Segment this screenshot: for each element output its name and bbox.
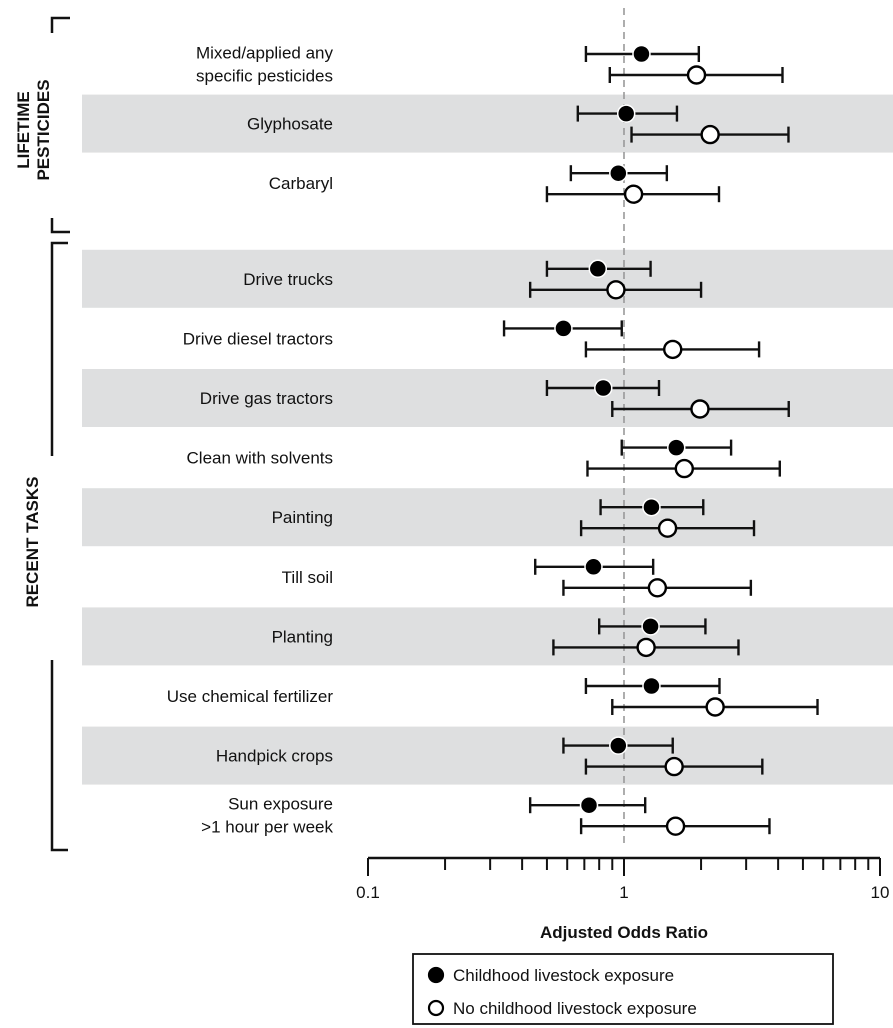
row-label-7: Painting bbox=[272, 508, 333, 527]
bracket-lifetime-pesticides-bottom bbox=[50, 218, 70, 234]
mark-row-12-series-0 bbox=[528, 795, 647, 815]
bracket-recent-tasks-top bbox=[50, 241, 68, 456]
point-row-4-series-1 bbox=[663, 339, 683, 360]
row-label-4: Drive diesel tractors bbox=[183, 329, 333, 348]
point-row-6-series-0 bbox=[667, 438, 686, 457]
group-label-lifetime-pesticides: LIFETIMEPESTICIDES bbox=[14, 79, 53, 180]
legend-label-series-1: No childhood livestock exposure bbox=[453, 999, 697, 1018]
point-row-5-series-0 bbox=[594, 378, 613, 398]
data-marks bbox=[502, 44, 819, 836]
point-row-1-series-0 bbox=[616, 104, 636, 123]
mark-row-2-series-0 bbox=[569, 163, 669, 183]
point-row-2-series-0 bbox=[609, 163, 628, 183]
row-label-12-line-0: Sun exposure bbox=[228, 795, 333, 814]
row-label-2: Carbaryl bbox=[269, 174, 333, 193]
x-axis-title: Adjusted Odds Ratio bbox=[540, 923, 708, 942]
group-brackets bbox=[50, 16, 70, 852]
row-label-10: Use chemical fertilizer bbox=[167, 687, 334, 706]
mark-row-9-series-0 bbox=[597, 617, 707, 636]
point-row-7-series-0 bbox=[642, 497, 661, 517]
row-band-5 bbox=[82, 369, 893, 427]
mark-row-11-series-0 bbox=[562, 736, 674, 755]
row-label-11: Handpick crops bbox=[216, 747, 333, 766]
group-label-lifetime-pesticides-line-1: PESTICIDES bbox=[34, 79, 53, 180]
x-axis: 0.1 1 10 bbox=[356, 856, 890, 902]
point-row-1-series-1 bbox=[700, 124, 720, 145]
row-label-3: Drive trucks bbox=[243, 270, 333, 289]
mark-row-6-series-1 bbox=[586, 458, 781, 479]
mark-row-5-series-0 bbox=[545, 378, 661, 398]
row-label-8: Till soil bbox=[282, 568, 333, 587]
group-labels: LIFETIMEPESTICIDES RECENT TASKS bbox=[14, 79, 53, 607]
mark-row-3-series-1 bbox=[528, 280, 703, 300]
mark-row-4-series-0 bbox=[502, 319, 623, 338]
x-tick-label-10: 10 bbox=[871, 883, 890, 902]
mark-row-1-series-1 bbox=[630, 124, 790, 145]
point-row-8-series-1 bbox=[647, 578, 668, 598]
legend-marker-series-0 bbox=[427, 966, 445, 984]
mark-row-11-series-1 bbox=[584, 756, 764, 777]
bracket-lifetime-pesticides-top bbox=[50, 16, 70, 33]
group-label-lifetime-pesticides-line-0: LIFETIME bbox=[14, 91, 33, 168]
mark-row-0-series-0 bbox=[584, 44, 701, 64]
mark-row-4-series-1 bbox=[584, 339, 761, 360]
mark-row-3-series-0 bbox=[545, 259, 652, 279]
row-band-3 bbox=[82, 249, 893, 308]
point-row-10-series-1 bbox=[705, 697, 725, 717]
point-row-5-series-1 bbox=[690, 399, 710, 419]
row-labels: Mixed/applied any specific pesticides Glyp… bbox=[167, 44, 334, 837]
row-label-6: Clean with solvents bbox=[187, 449, 333, 468]
row-label-5: Drive gas tractors bbox=[200, 389, 333, 408]
legend: Childhood livestock exposure No childhood… bbox=[412, 953, 834, 1025]
point-row-11-series-0 bbox=[609, 736, 628, 755]
point-row-7-series-1 bbox=[657, 518, 678, 538]
mark-row-7-series-1 bbox=[579, 518, 756, 538]
point-row-3-series-0 bbox=[588, 259, 608, 279]
row-label-9: Planting bbox=[272, 627, 333, 646]
row-label-0-line-0: Mixed/applied any bbox=[196, 44, 334, 63]
mark-row-1-series-0 bbox=[576, 104, 679, 123]
mark-row-6-series-0 bbox=[620, 438, 733, 457]
mark-row-5-series-1 bbox=[611, 399, 790, 419]
point-row-6-series-1 bbox=[674, 458, 694, 479]
point-row-2-series-1 bbox=[623, 184, 644, 204]
point-row-8-series-0 bbox=[584, 557, 603, 577]
point-row-9-series-1 bbox=[636, 637, 656, 658]
group-label-recent-tasks: RECENT TASKS bbox=[23, 477, 42, 608]
mark-row-12-series-1 bbox=[579, 816, 771, 836]
row-band-9 bbox=[82, 607, 893, 666]
row-bands bbox=[82, 94, 893, 785]
row-band-7 bbox=[82, 488, 893, 547]
legend-box bbox=[412, 953, 834, 1025]
x-tick-label-1: 1 bbox=[619, 883, 628, 902]
row-band-1 bbox=[82, 94, 893, 153]
row-band-11 bbox=[82, 726, 893, 785]
point-row-11-series-1 bbox=[664, 756, 684, 777]
point-row-0-series-1 bbox=[686, 65, 707, 85]
mark-row-8-series-1 bbox=[562, 578, 753, 598]
point-row-12-series-1 bbox=[665, 816, 686, 836]
legend-marker-series-1 bbox=[427, 999, 445, 1017]
mark-row-10-series-0 bbox=[584, 676, 721, 696]
point-row-0-series-0 bbox=[632, 44, 651, 64]
mark-row-8-series-0 bbox=[534, 557, 655, 577]
mark-row-7-series-0 bbox=[599, 497, 705, 517]
mark-row-0-series-1 bbox=[608, 65, 784, 85]
mark-row-9-series-1 bbox=[552, 637, 740, 658]
legend-label-series-0: Childhood livestock exposure bbox=[453, 966, 674, 985]
point-row-12-series-0 bbox=[579, 795, 599, 815]
row-label-0-line-1: specific pesticides bbox=[196, 67, 333, 86]
mark-row-10-series-1 bbox=[611, 697, 819, 717]
x-tick-label-0.1: 0.1 bbox=[356, 883, 380, 902]
row-label-12-line-1: >1 hour per week bbox=[201, 818, 333, 837]
bracket-recent-tasks-bottom bbox=[50, 660, 68, 852]
point-row-3-series-1 bbox=[606, 280, 626, 300]
row-label-1: Glyphosate bbox=[247, 115, 333, 134]
mark-row-2-series-1 bbox=[545, 184, 721, 204]
point-row-4-series-0 bbox=[554, 319, 573, 338]
point-row-10-series-0 bbox=[642, 676, 661, 696]
point-row-9-series-0 bbox=[641, 617, 660, 636]
